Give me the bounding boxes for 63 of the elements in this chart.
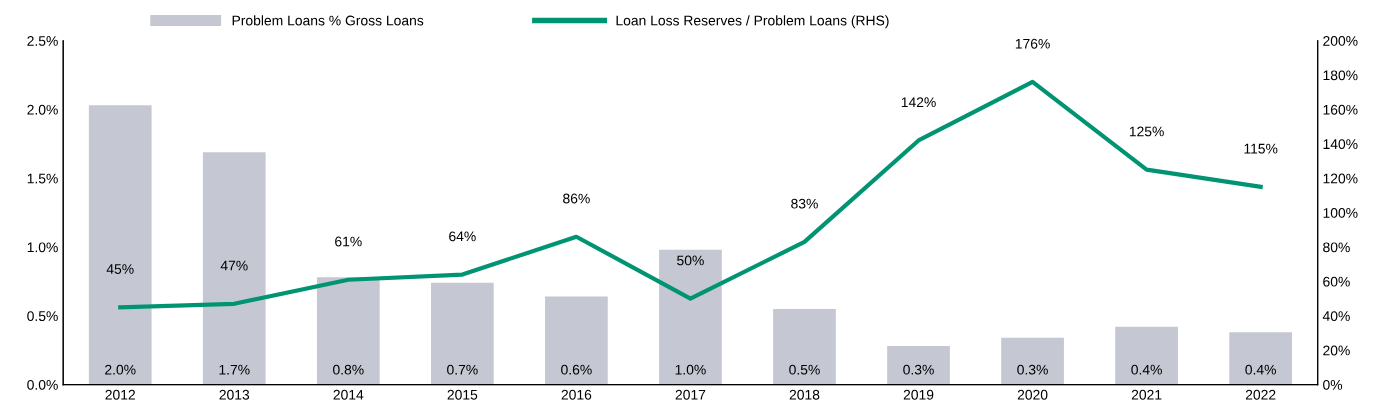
x-tick-label: 2017 (675, 389, 706, 400)
bar (316, 277, 380, 385)
data-label: 0.4% (1245, 364, 1276, 375)
bar (430, 282, 494, 385)
x-tick-label: 2019 (903, 389, 934, 400)
y-tick-label: 2.5% (27, 36, 58, 46)
data-label: 86% (563, 193, 590, 204)
x-tick-label: 2014 (333, 389, 364, 400)
bar (1001, 337, 1064, 385)
data-label: 0.5% (789, 364, 820, 375)
x-tick-label: 2018 (789, 389, 820, 400)
bar (773, 308, 836, 385)
data-label: 0.3% (1017, 364, 1048, 375)
y-tick-label: 0.0% (27, 379, 58, 390)
bar (1229, 332, 1293, 385)
legend-label: Problem Loans % Gross Loans (232, 15, 424, 26)
data-label: 0.8% (333, 364, 364, 375)
x-tick-label: 2013 (219, 389, 250, 400)
y2-tick-label: 120% (1323, 173, 1358, 184)
y-tick-label: 0.5% (27, 311, 58, 321)
y-tick-label: 1.0% (27, 242, 58, 253)
y-tick-label: 2.0% (27, 104, 58, 115)
data-label: 2.0% (105, 364, 136, 375)
legend-label: Loan Loss Reserves / Problem Loans (RHS) (616, 15, 889, 29)
data-label: 142% (901, 97, 936, 108)
y2-tick-label: 60% (1323, 276, 1350, 287)
x-tick-label: 2012 (105, 389, 135, 400)
x-tick-label: 2022 (1245, 389, 1276, 400)
y2-tick-label: 20% (1323, 345, 1350, 356)
bar (1115, 326, 1178, 385)
bar (88, 105, 152, 385)
y2-tick-label: 0% (1323, 379, 1343, 390)
data-label: 47% (220, 260, 248, 271)
data-label: 176% (1015, 38, 1050, 49)
x-tick-label: 2015 (447, 389, 478, 400)
data-label: 1.7% (219, 364, 250, 375)
data-label: 0.3% (903, 364, 934, 375)
x-tick-label: 2020 (1017, 389, 1048, 400)
data-label: 61% (335, 236, 362, 247)
x-tick-label: 2021 (1131, 389, 1162, 400)
data-label: 45% (106, 264, 134, 274)
x-tick-label: 2016 (561, 389, 592, 400)
data-label: 0.6% (561, 364, 592, 375)
data-label: 83% (791, 198, 818, 209)
data-label: 1.0% (675, 364, 706, 375)
bar (659, 249, 722, 385)
data-label: 64% (449, 231, 476, 242)
bar (545, 296, 608, 385)
y2-tick-label: 40% (1322, 311, 1350, 321)
data-label: 50% (677, 255, 704, 266)
y2-tick-label: 160% (1323, 104, 1358, 115)
data-label: 125% (1129, 126, 1164, 137)
data-label: 0.4% (1131, 364, 1162, 375)
bar (202, 152, 266, 385)
y2-tick-label: 140% (1323, 139, 1358, 150)
y2-tick-label: 80% (1323, 242, 1350, 253)
y-tick-label: 1.5% (27, 173, 58, 184)
data-label: 115% (1244, 143, 1278, 154)
y2-tick-label: 180% (1323, 70, 1358, 81)
y2-tick-label: 200% (1323, 36, 1358, 46)
y2-tick-label: 100% (1323, 207, 1358, 218)
bar (887, 346, 950, 385)
data-label: 0.7% (447, 364, 478, 375)
